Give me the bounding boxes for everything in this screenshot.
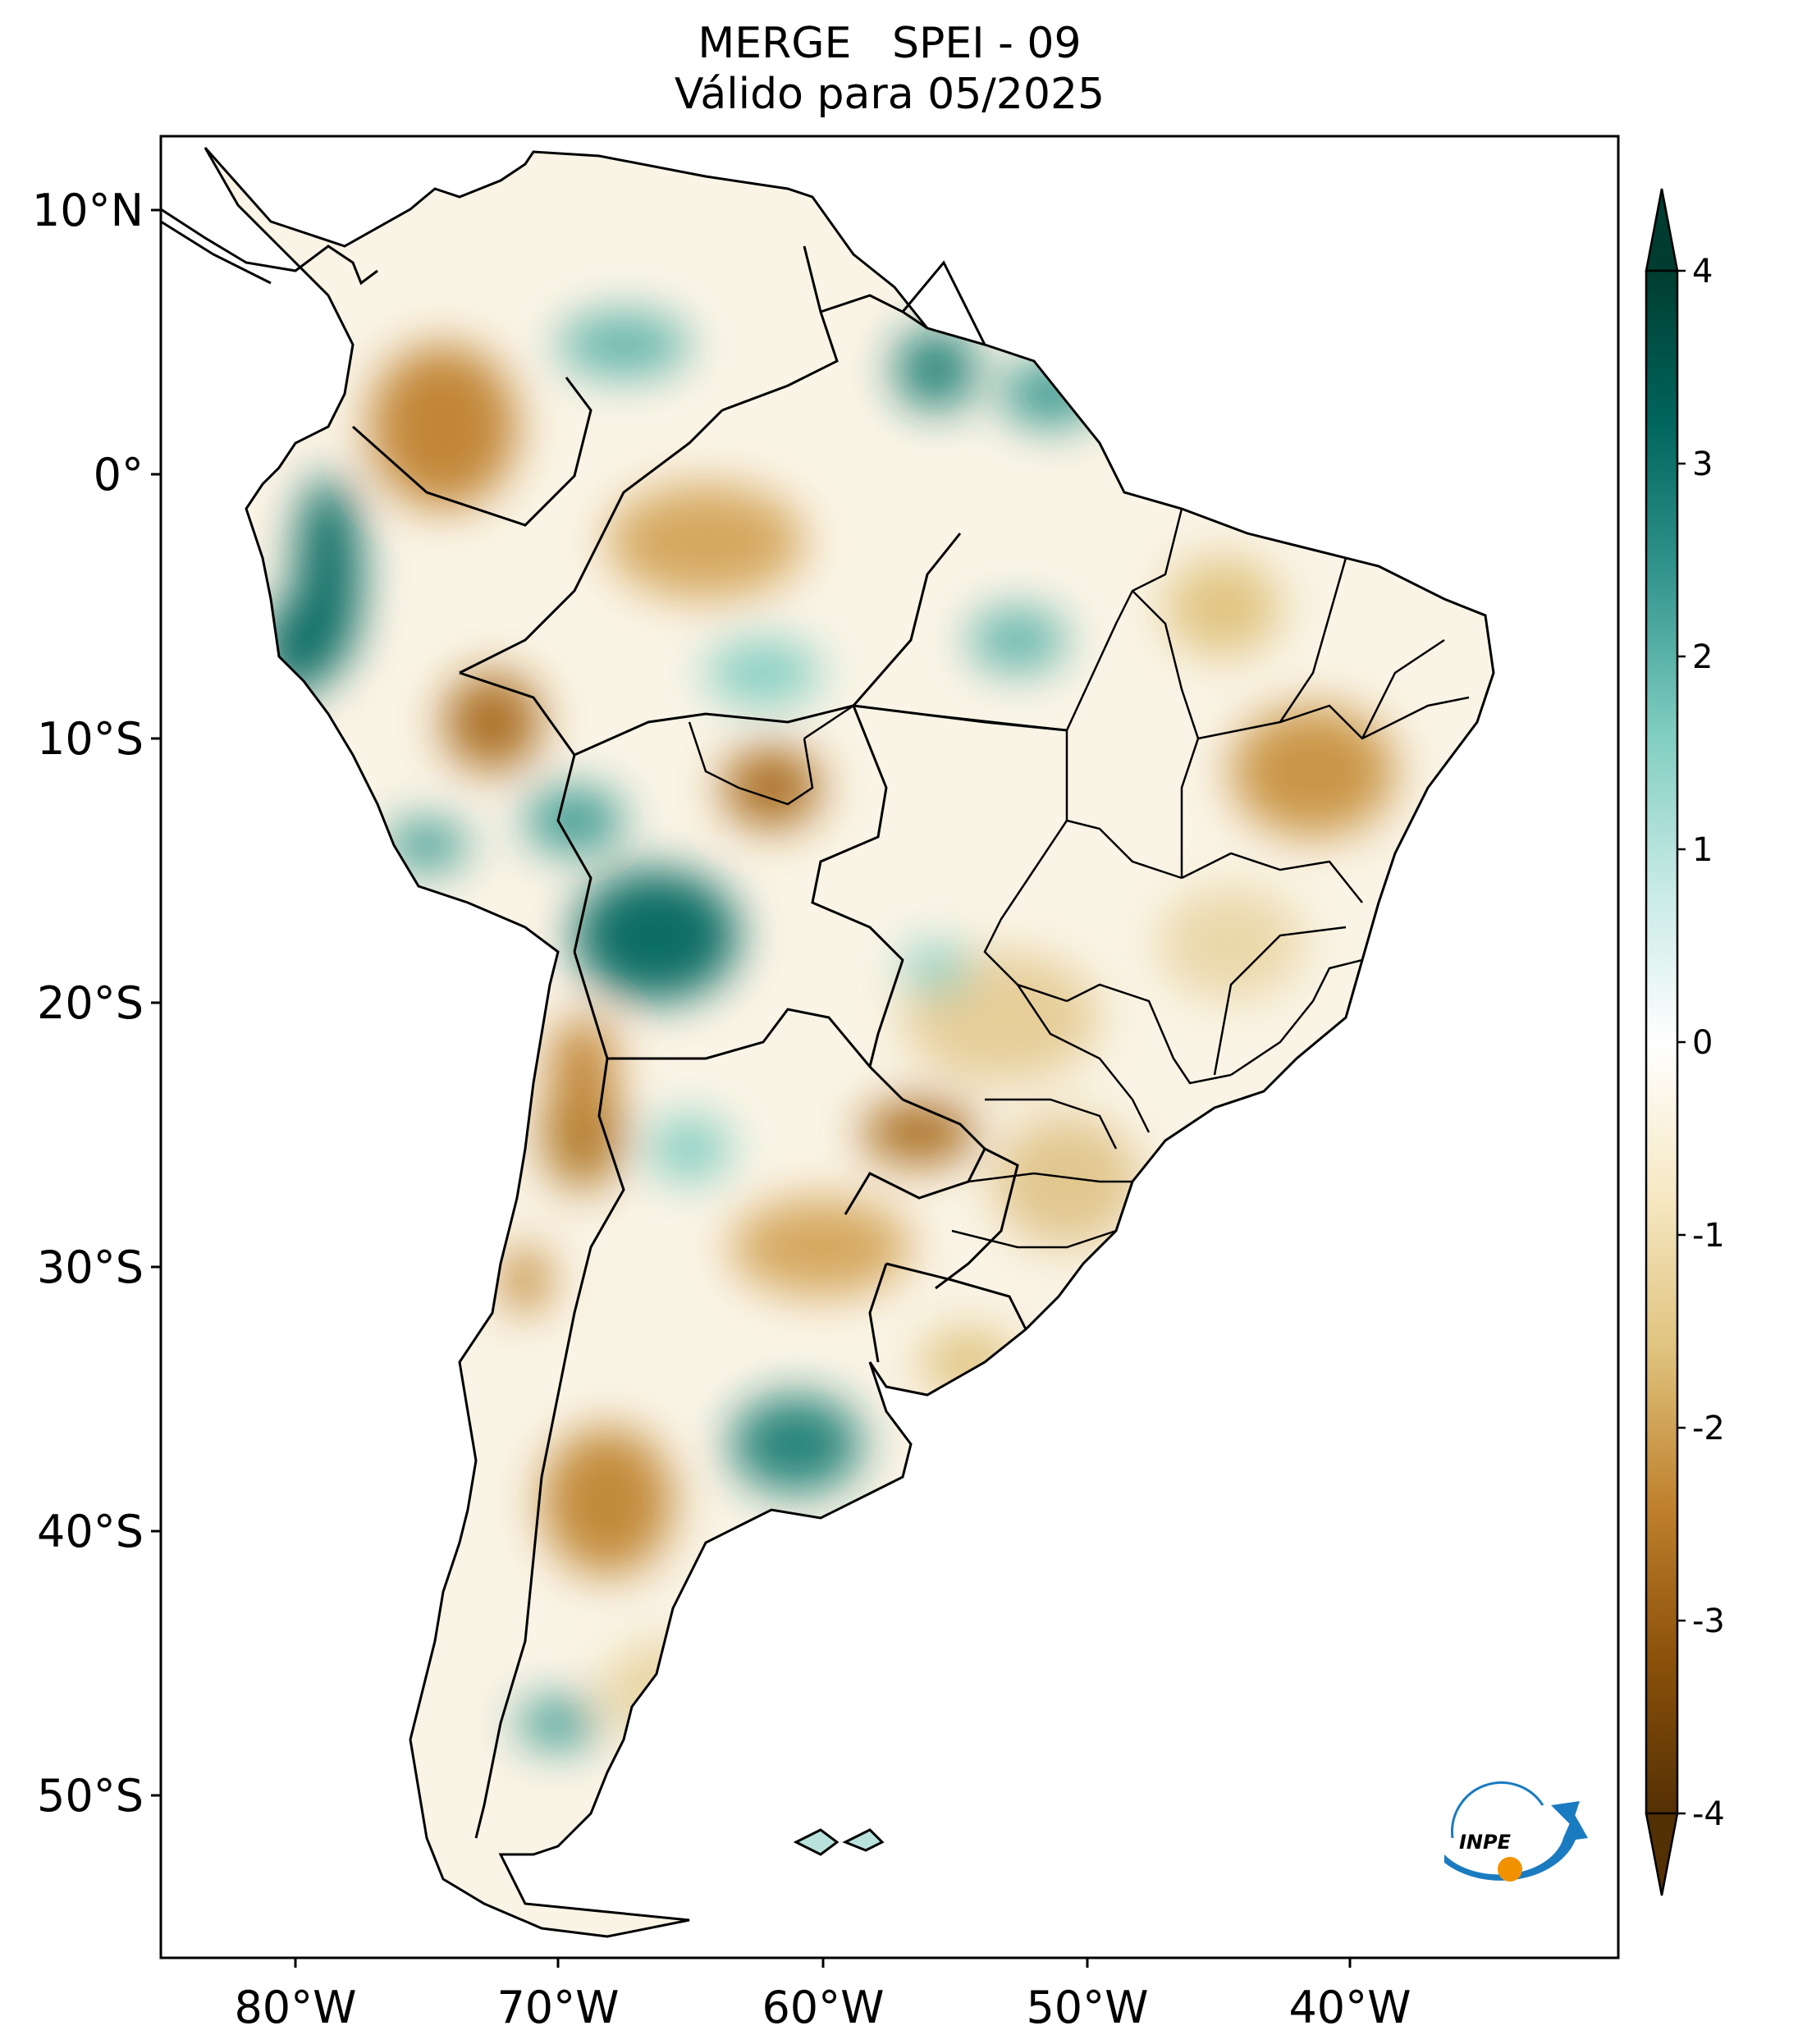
colorbar-gradient — [1645, 269, 1679, 1815]
coastline — [204, 147, 1495, 1938]
map-frame — [159, 135, 1620, 1959]
title-line-2: Válido para 05/2025 — [674, 70, 1105, 119]
falkland-islands — [793, 1828, 885, 1856]
lat-tick-label: 10°N — [32, 185, 144, 236]
lat-tick-label: 10°S — [37, 713, 144, 765]
state-borders — [688, 508, 1470, 1249]
central-america-coast — [160, 208, 378, 286]
map-title: MERGE SPEI - 09 Válido para 05/2025 — [161, 18, 1618, 120]
inpe-logo-text: INPE — [1459, 1831, 1512, 1854]
colorbar: 4 3 2 1 0 -1 -2 -3 -4 — [1645, 188, 1725, 1896]
colorbar-tick-label: -4 — [1692, 1795, 1725, 1833]
colorbar-tick-label: 0 — [1692, 1024, 1713, 1062]
lat-tick-label: 50°S — [37, 1770, 144, 1822]
lat-tick-label: 20°S — [37, 977, 144, 1029]
lon-tick-label: 60°W — [762, 1982, 884, 2033]
colorbar-max-extend — [1645, 188, 1679, 272]
colorbar-tick-label: 3 — [1692, 446, 1713, 483]
colorbar-min-extend — [1645, 1812, 1679, 1896]
lon-axis: 80°W 70°W 60°W 50°W 40°W — [234, 1958, 1411, 2033]
colorbar-tick-label: 1 — [1692, 831, 1713, 869]
lon-tick-label: 40°W — [1288, 1982, 1411, 2033]
lon-tick-label: 50°W — [1026, 1982, 1148, 2033]
lon-tick-label: 80°W — [234, 1982, 356, 2033]
title-line-1: MERGE SPEI - 09 — [698, 19, 1082, 68]
inpe-logo: INPE — [1444, 1781, 1588, 1882]
lat-tick-label: 30°S — [37, 1241, 144, 1293]
colorbar-tick-label: 4 — [1692, 253, 1713, 290]
colorbar-tick-label: 2 — [1692, 638, 1713, 676]
colorbar-tick-label: -2 — [1692, 1410, 1725, 1447]
central-america-coast-south — [160, 220, 272, 285]
lat-axis: 10°N 0° 10°S 20°S 30°S 40°S 50°S — [32, 185, 161, 1822]
lat-tick-label: 0° — [94, 449, 144, 501]
colorbar-tick-label: -3 — [1692, 1603, 1725, 1640]
colorbar-tick-label: -1 — [1692, 1217, 1725, 1255]
lon-tick-label: 70°W — [496, 1982, 619, 2033]
lat-tick-label: 40°S — [37, 1506, 144, 1557]
